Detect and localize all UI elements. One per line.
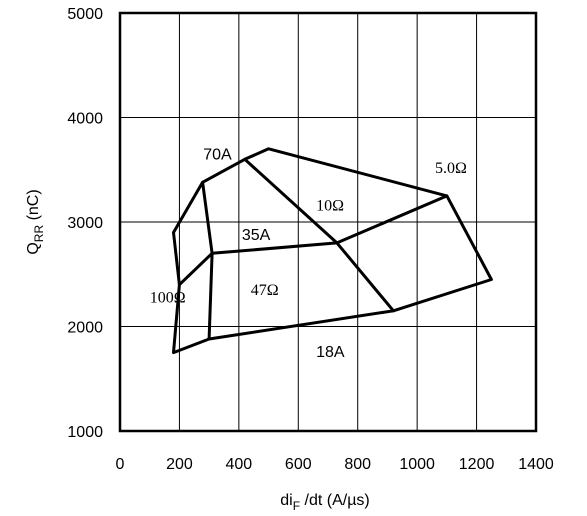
x-tick-labels: 0 200 400 600 800 1000 1200 1400	[116, 456, 554, 473]
y-tick-label: 5000	[67, 6, 103, 23]
curve-label: 70A	[203, 146, 232, 163]
y-tick-labels: 1000 2000 3000 4000 5000	[67, 6, 103, 441]
plot-frame	[118, 11, 538, 433]
curve-label: 35A	[242, 227, 271, 244]
x-tick-label: 1200	[459, 456, 495, 473]
x-tick-label: 0	[116, 456, 125, 473]
curve-label: 10Ω	[316, 198, 344, 215]
x-axis-title: diF /dt (A/µs)	[280, 492, 369, 513]
y-tick-label: 1000	[67, 424, 103, 441]
series-line-4	[243, 157, 395, 313]
curve-label: 18A	[316, 344, 345, 361]
x-tick-label: 1400	[518, 456, 554, 473]
y-axis-title: QRR (nC)	[25, 189, 46, 254]
y-tick-label: 3000	[67, 215, 103, 232]
x-tick-label: 600	[285, 456, 312, 473]
x-tick-label: 800	[344, 456, 371, 473]
curve-label: 47Ω	[251, 282, 279, 299]
curve-label: 5.0Ω	[435, 160, 467, 177]
y-tick-label: 2000	[67, 320, 103, 337]
curve-label: 100Ω	[150, 289, 186, 306]
y-tick-label: 4000	[67, 111, 103, 128]
series-line-2	[201, 147, 493, 341]
x-tick-label: 1000	[399, 456, 435, 473]
x-tick-label: 400	[226, 456, 253, 473]
x-tick-label: 200	[166, 456, 193, 473]
series-lines	[172, 147, 493, 355]
curve-labels: 70A 5.0Ω 10Ω 35A 47Ω 100Ω 18A	[150, 146, 467, 361]
series-line-5	[177, 251, 214, 287]
grid	[120, 13, 536, 431]
